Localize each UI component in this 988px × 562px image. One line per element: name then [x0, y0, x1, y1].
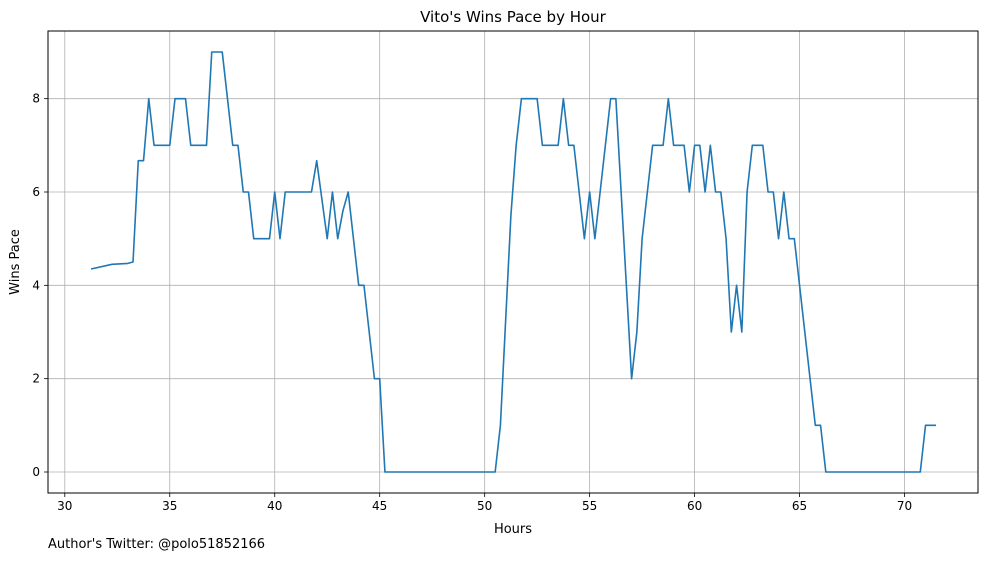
grid — [48, 31, 978, 493]
x-tick-label: 65 — [792, 499, 807, 513]
y-axis-label: Wins Pace — [8, 229, 23, 295]
x-tick-label: 45 — [372, 499, 387, 513]
y-tick-label: 6 — [32, 185, 40, 199]
author-credit: Author's Twitter: @polo51852166 — [48, 537, 266, 552]
chart-title: Vito's Wins Pace by Hour — [420, 8, 607, 26]
x-tick-label: 55 — [582, 499, 597, 513]
y-tick-label: 8 — [32, 92, 40, 106]
axis-ticks: 30 35 40 45 50 55 60 65 70 0 2 4 6 8 — [32, 92, 912, 513]
plot-frame — [47, 30, 979, 494]
y-tick-label: 0 — [32, 465, 40, 479]
series-line — [90, 51, 937, 473]
x-axis-label: Hours — [494, 522, 532, 537]
x-tick-label: 40 — [267, 499, 282, 513]
y-tick-label: 2 — [32, 372, 40, 386]
x-tick-label: 60 — [687, 499, 702, 513]
x-tick-label: 35 — [162, 499, 177, 513]
x-tick-label: 70 — [897, 499, 912, 513]
x-tick-label: 30 — [57, 499, 72, 513]
y-tick-label: 4 — [32, 278, 40, 292]
x-tick-label: 50 — [477, 499, 492, 513]
